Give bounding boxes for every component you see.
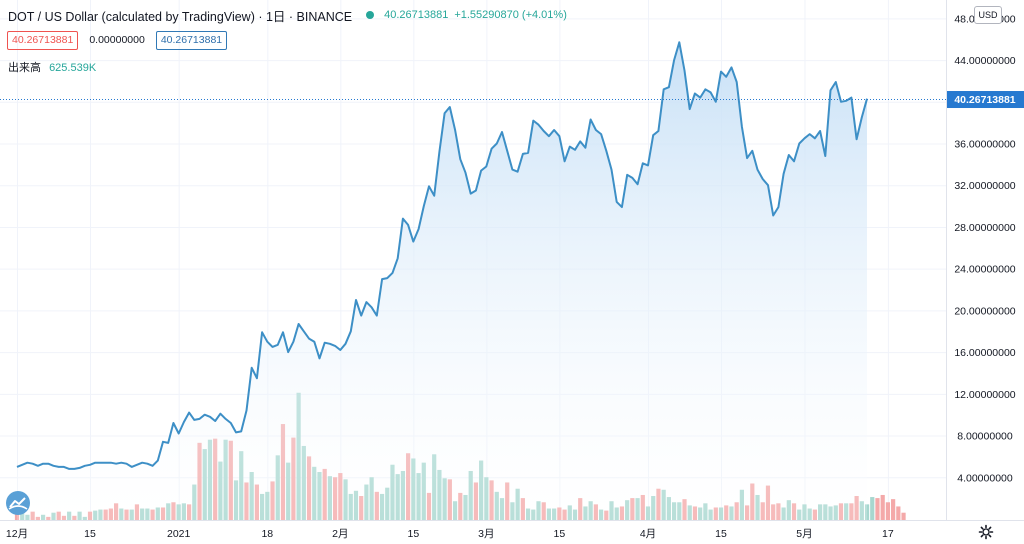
y-tick-label: 12.00000000 xyxy=(954,389,1015,401)
y-tick-label: 36.00000000 xyxy=(954,139,1015,151)
currency-button[interactable]: USD xyxy=(974,6,1002,24)
x-tick-label: 2021 xyxy=(167,528,191,540)
header-price-change: +1.55290870 (+4.01%) xyxy=(454,9,567,21)
header-last-price: 40.26713881 xyxy=(384,9,449,21)
x-tick-label: 2月 xyxy=(332,528,348,540)
y-tick-label: 32.00000000 xyxy=(954,180,1015,192)
x-tick-label: 15 xyxy=(715,528,727,540)
buy-price-tag[interactable]: 40.26713881 xyxy=(155,31,228,50)
volume-bar xyxy=(864,504,870,520)
market-status-dot-icon[interactable] xyxy=(366,11,375,19)
price-area-fill xyxy=(17,42,867,521)
volume-bar xyxy=(891,499,896,520)
volume-bar xyxy=(870,497,875,520)
y-tick-label: 4.00000000 xyxy=(957,472,1013,484)
sell-price-tag[interactable]: 40.26713881 xyxy=(7,31,79,50)
price-axis-labels: 4.00000000 8.00000000 12.00000000 16.000000… xyxy=(954,13,1015,484)
volume-bar xyxy=(901,512,906,520)
price-tags-row: 40.26713881 0.00000000 40.26713881 xyxy=(7,31,228,50)
y-tick-label: 20.00000000 xyxy=(954,305,1015,317)
time-axis-labels: 12月 15 2021 18 2月 15 3月 15 4月 15 5月 17 xyxy=(6,528,894,540)
volume-bar xyxy=(896,506,901,520)
x-tick-label: 15 xyxy=(84,528,96,540)
symbol-title[interactable]: DOT / US Dollar (calculated by TradingVi… xyxy=(8,9,353,24)
x-tick-label: 18 xyxy=(261,528,273,540)
volume-legend-label: 出来高 xyxy=(8,62,41,74)
last-price-label-text: 40.26713881 xyxy=(954,94,1015,106)
spread-value: 0.00000000 xyxy=(89,34,145,46)
x-tick-label: 12月 xyxy=(6,528,28,540)
y-tick-label: 8.00000000 xyxy=(957,431,1013,443)
y-tick-label: 28.00000000 xyxy=(954,222,1015,234)
chart-header: DOT / US Dollar (calculated by TradingVi… xyxy=(8,5,567,25)
x-tick-label: 4月 xyxy=(640,528,656,540)
gear-icon[interactable] xyxy=(978,524,994,540)
x-tick-label: 17 xyxy=(882,528,894,540)
volume-legend-value: 625.539K xyxy=(49,62,97,74)
last-price-label[interactable]: 40.26713881 xyxy=(947,91,1024,109)
tradingview-logo-icon[interactable] xyxy=(5,490,31,516)
x-tick-label: 15 xyxy=(554,528,566,540)
x-tick-label: 15 xyxy=(407,528,419,540)
volume-bar xyxy=(885,502,891,520)
x-tick-label: 3月 xyxy=(478,528,494,540)
y-tick-label: 24.00000000 xyxy=(954,264,1015,276)
x-tick-label: 5月 xyxy=(796,528,812,540)
volume-legend[interactable]: 出来高 625.539K xyxy=(8,59,96,75)
y-tick-label: 44.00000000 xyxy=(954,55,1015,67)
y-tick-label: 16.00000000 xyxy=(954,347,1015,359)
volume-bar xyxy=(875,498,880,520)
price-line xyxy=(16,41,868,470)
volume-bar xyxy=(880,494,885,520)
